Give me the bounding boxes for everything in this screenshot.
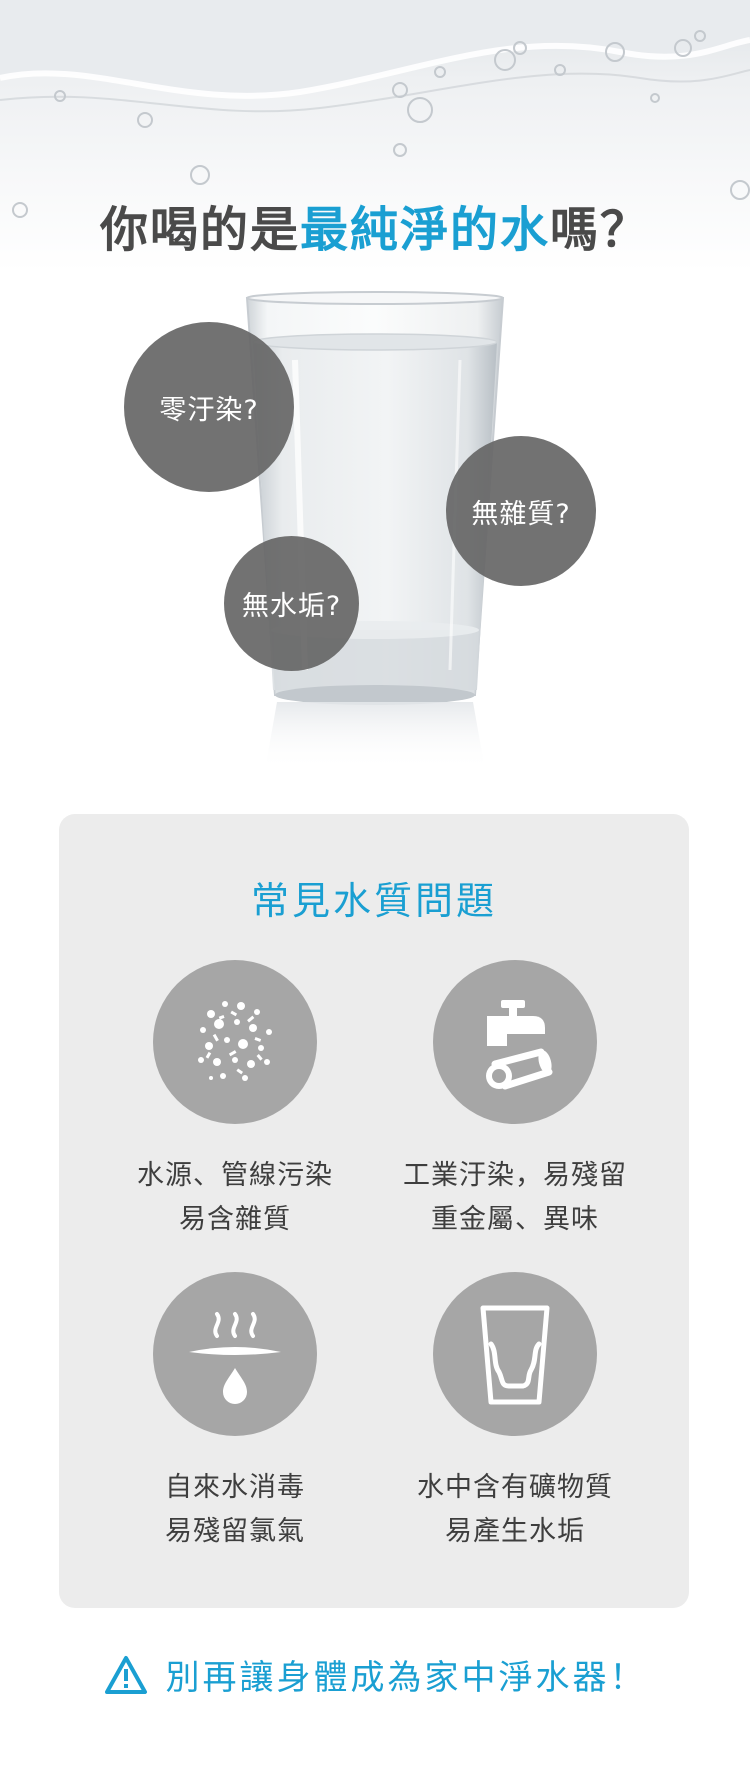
faucet-pipe-icon — [433, 960, 597, 1124]
issue-label-line1: 工業汙染，易殘留 — [403, 1160, 627, 1191]
scaled-glass-icon — [433, 1272, 597, 1436]
water-issues-panel: 常見水質問題 — [59, 814, 689, 1608]
water-wave-decoration — [0, 0, 750, 218]
warning-triangle-icon — [104, 1655, 147, 1694]
bubble-scale: 無水垢? — [224, 536, 359, 671]
issue-label: 自來水消毒 易殘留氯氣 — [95, 1466, 375, 1554]
bubble-impurities: 無雜質? — [446, 436, 596, 586]
warning-message: 別再讓身體成為家中淨水器！ — [0, 1650, 750, 1699]
issue-label-line1: 自來水消毒 — [165, 1472, 305, 1503]
issue-card-chlorine: 自來水消毒 易殘留氯氣 — [95, 1272, 375, 1554]
bubble-pollution: 零汙染? — [124, 322, 294, 492]
headline-prefix: 你喝的是 — [99, 202, 300, 258]
issue-label-line1: 水中含有礦物質 — [417, 1472, 613, 1503]
particles-icon — [153, 960, 317, 1124]
headline-suffix: 嗎？ — [550, 202, 651, 258]
issue-label-line2: 易殘留氯氣 — [165, 1516, 305, 1547]
issue-label-line2: 易含雜質 — [179, 1204, 291, 1235]
steam-drop-icon — [153, 1272, 317, 1436]
page-headline: 你喝的是最純淨的水嗎？ — [0, 190, 750, 260]
issue-label-line2: 易產生水垢 — [445, 1516, 585, 1547]
issue-card-industrial-pollution: 工業汙染，易殘留 重金屬、異味 — [375, 960, 655, 1242]
issue-label: 工業汙染，易殘留 重金屬、異味 — [375, 1154, 655, 1242]
headline-highlight: 最純淨的水 — [299, 202, 550, 258]
issue-label-line1: 水源、管線污染 — [137, 1160, 333, 1191]
issue-label: 水中含有礦物質 易產生水垢 — [375, 1466, 655, 1554]
warning-text: 別再讓身體成為家中淨水器！ — [165, 1658, 647, 1698]
issue-label-line2: 重金屬、異味 — [431, 1204, 599, 1235]
hero-section: 你喝的是最純淨的水嗎？ — [0, 0, 750, 800]
issue-card-mineral-scale: 水中含有礦物質 易產生水垢 — [375, 1272, 655, 1554]
issue-card-source-pollution: 水源、管線污染 易含雜質 — [95, 960, 375, 1242]
issue-label: 水源、管線污染 易含雜質 — [95, 1154, 375, 1242]
panel-title: 常見水質問題 — [250, 879, 497, 923]
